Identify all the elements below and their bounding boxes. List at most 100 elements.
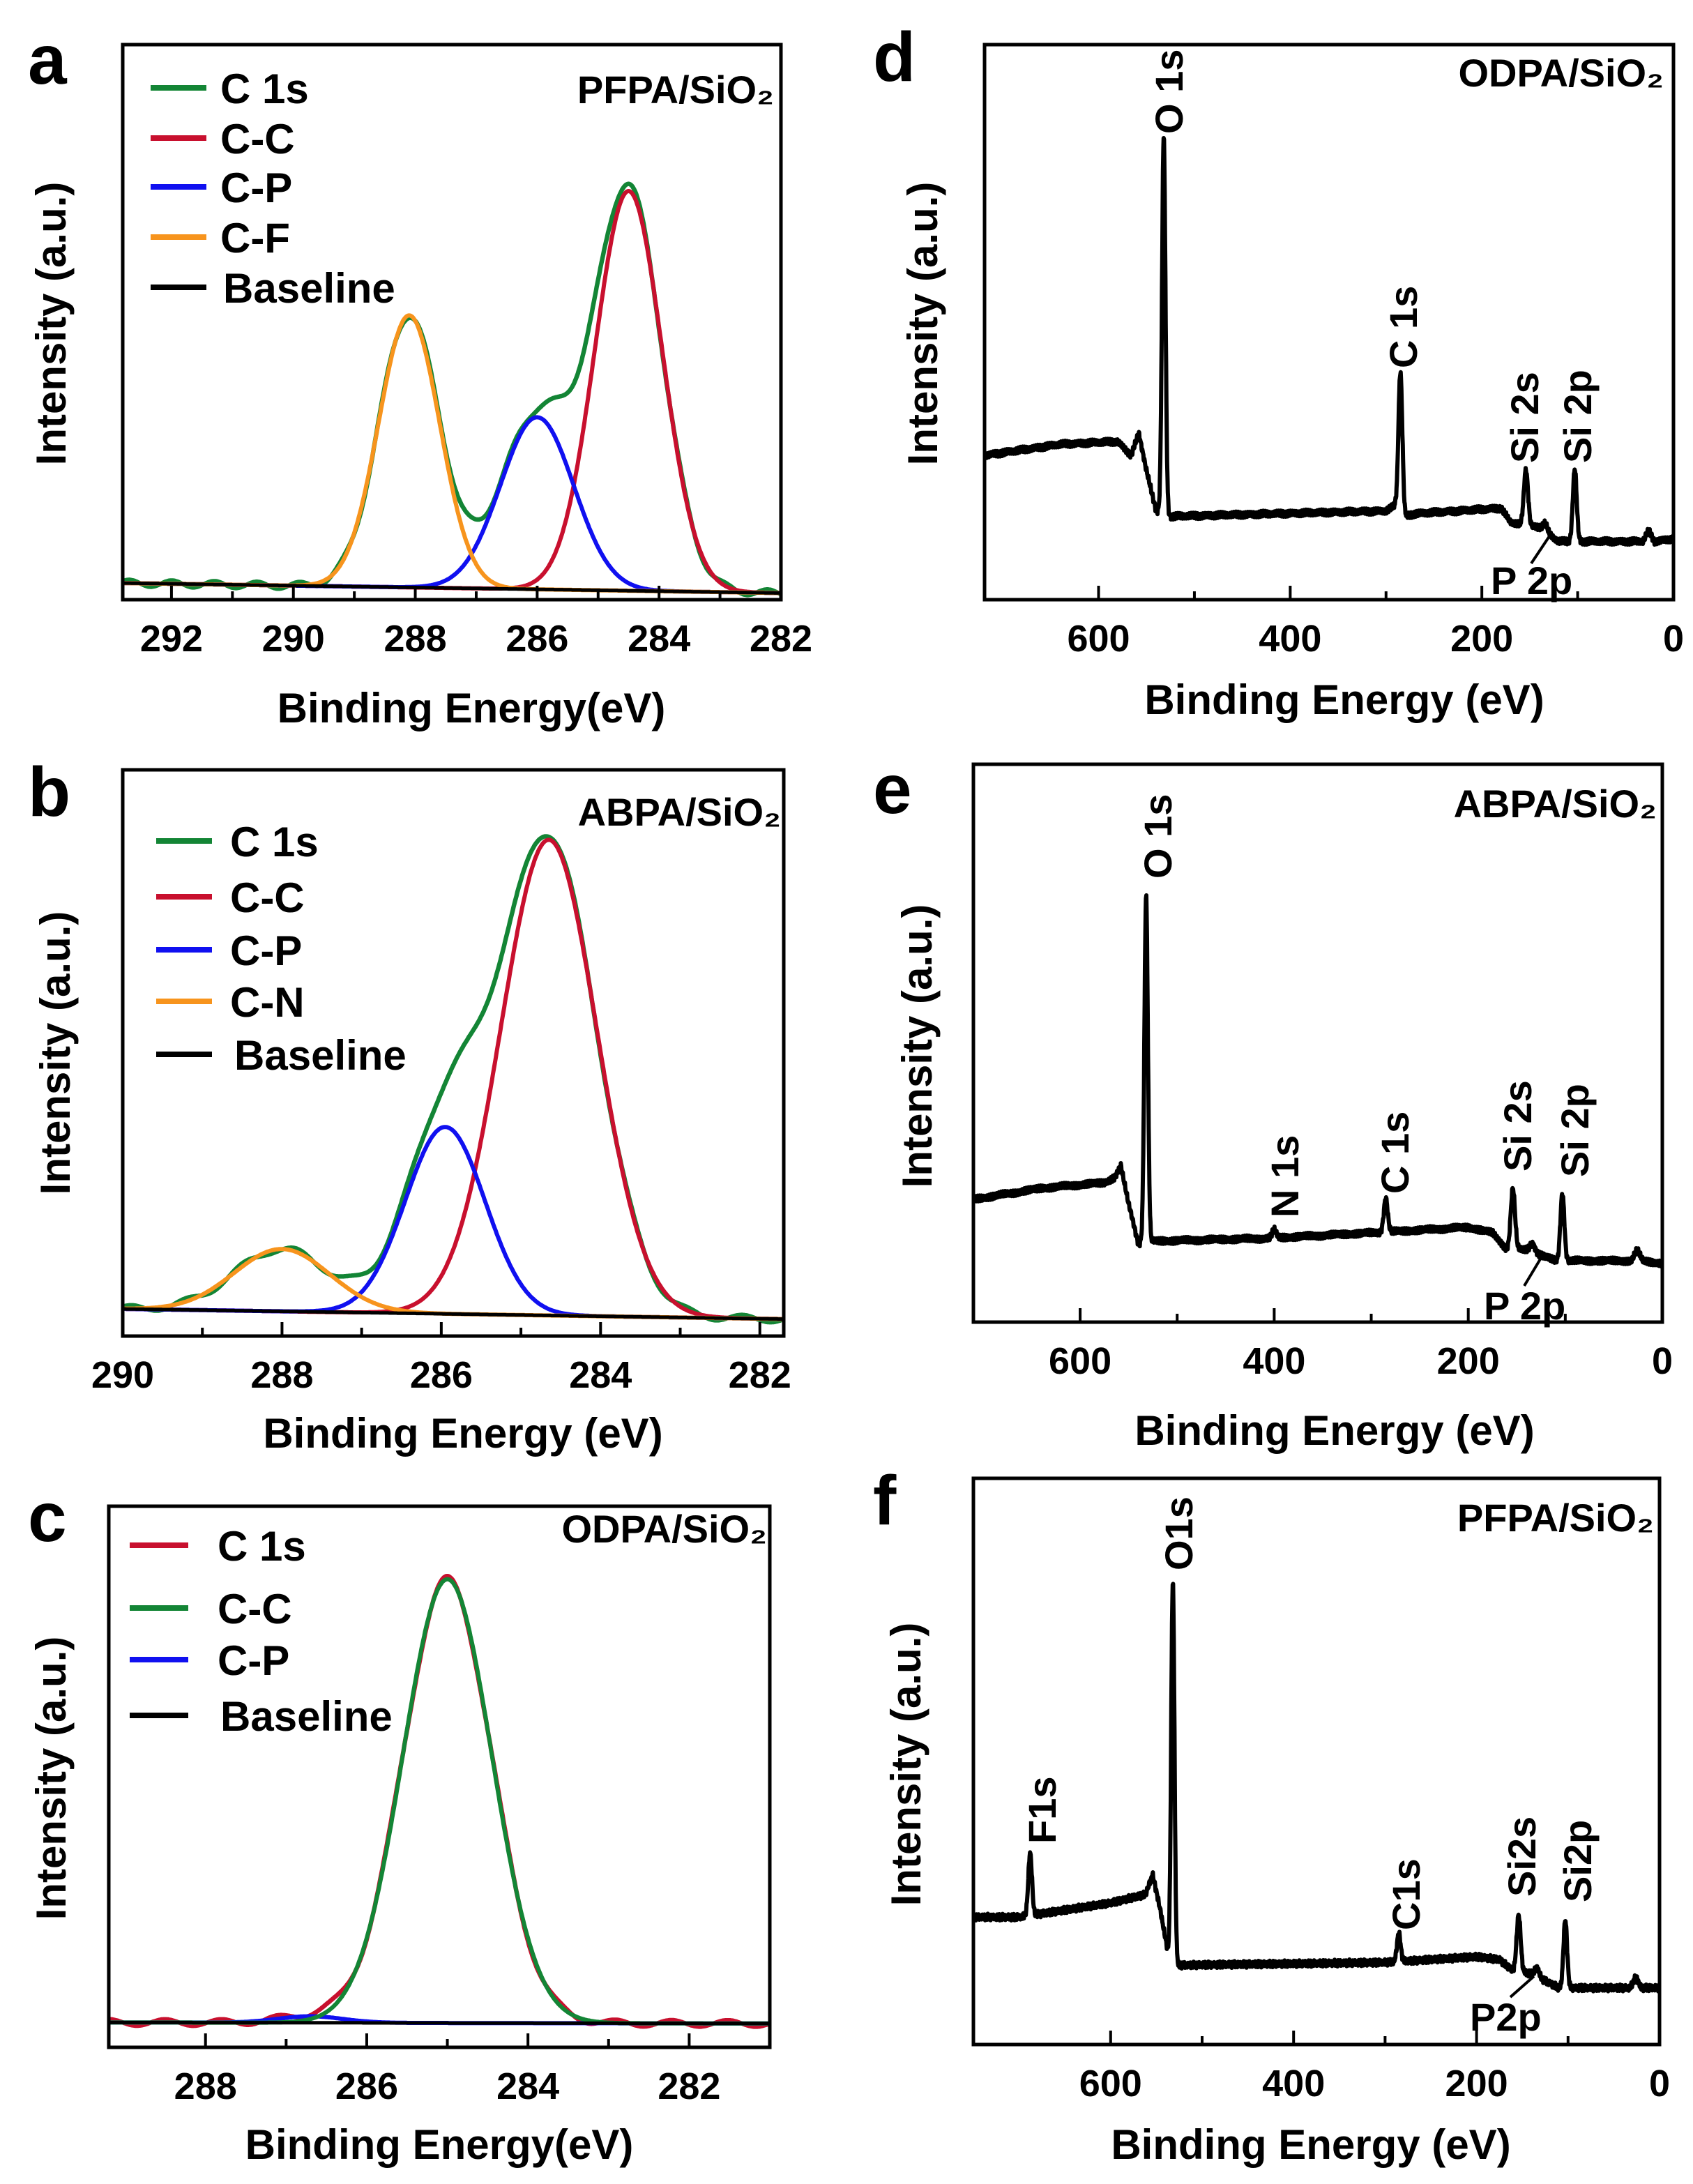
panel-f-xlabel: Binding Energy (eV) bbox=[1111, 2121, 1510, 2168]
panel-a-ylabel: Intensity (a.u.) bbox=[28, 182, 75, 466]
peak-label-c1s: C 1s bbox=[1381, 286, 1425, 368]
plot-frame bbox=[971, 1476, 1662, 2047]
panel-e-series bbox=[973, 893, 1662, 1268]
legend-label: C-P bbox=[218, 1637, 289, 1684]
peak-label-si2p: Si2p bbox=[1556, 1820, 1600, 1902]
panel-c-ylabel: Intensity (a.u.) bbox=[28, 1637, 75, 1920]
panel-d-ylabel: Intensity (a.u.) bbox=[899, 182, 946, 466]
panel-b-plot: 290 288 286 284 282 bbox=[91, 768, 791, 1396]
x-tick-label: 282 bbox=[729, 1354, 791, 1396]
legend-label: C-F bbox=[220, 215, 290, 261]
plot-frame bbox=[971, 762, 1664, 1324]
panel-f-peak-labels: F1s O1s C1s Si2s Si2p P2p bbox=[1020, 1496, 1600, 2039]
p2p-arrow bbox=[1523, 1257, 1542, 1287]
legend-label: C-C bbox=[230, 874, 305, 921]
panel-a-xlabel: Binding Energy(eV) bbox=[278, 685, 666, 731]
x-tick-label: 288 bbox=[250, 1354, 313, 1396]
panel-d-plot: 600 400 200 0 bbox=[982, 43, 1684, 660]
peak-label-o1s: O 1s bbox=[1136, 794, 1180, 879]
x-tick-label: 600 bbox=[1067, 618, 1130, 660]
x-tick-label: 0 bbox=[1649, 2063, 1670, 2105]
panel-f-title: PFPA/SiO₂ bbox=[1457, 1496, 1654, 1540]
panel-c-plot: 288 286 284 282 bbox=[107, 1504, 772, 2107]
panel-e-xlabel: Binding Energy (eV) bbox=[1134, 1407, 1534, 1454]
panel-d-title: ODPA/SiO₂ bbox=[1458, 51, 1664, 95]
p2p-arrow bbox=[1530, 533, 1552, 565]
series-c-1s bbox=[109, 1574, 770, 2029]
legend-label: Baseline bbox=[220, 1693, 393, 1740]
x-tick-label: 200 bbox=[1445, 2063, 1508, 2105]
panel-letter-e: e bbox=[873, 750, 912, 828]
peak-label-si2p: Si 2p bbox=[1556, 370, 1600, 463]
panel-c-legend: C 1s C-C C-P Baseline bbox=[130, 1523, 393, 1740]
x-tick-label: 600 bbox=[1049, 1340, 1111, 1382]
x-tick-label: 286 bbox=[506, 618, 568, 660]
x-tick-label: 282 bbox=[658, 2065, 720, 2107]
x-tick-label: 286 bbox=[410, 1354, 473, 1396]
x-tick-label: 200 bbox=[1437, 1340, 1500, 1382]
series-c-c bbox=[123, 837, 784, 1321]
survey-spectrum bbox=[973, 1582, 1660, 1994]
x-tick-label: 400 bbox=[1259, 618, 1321, 660]
panel-c-xlabel: Binding Energy(eV) bbox=[245, 2121, 634, 2168]
legend-label: Baseline bbox=[234, 1032, 407, 1079]
legend-label: C-N bbox=[230, 979, 305, 1026]
legend-label: C 1s bbox=[218, 1523, 306, 1570]
p2p-arrow bbox=[1509, 1975, 1535, 1999]
x-tick-label: 290 bbox=[262, 618, 325, 660]
legend-label: C-P bbox=[230, 927, 302, 974]
peak-label-c1s: C1s bbox=[1384, 1858, 1428, 1930]
panel-c-title: ODPA/SiO₂ bbox=[561, 1507, 767, 1551]
panel-c-series bbox=[109, 1574, 770, 2029]
panel-b-legend: C 1s C-C C-P C-N Baseline bbox=[156, 819, 407, 1079]
x-tick-label: 282 bbox=[750, 618, 812, 660]
panel-f-ylabel: Intensity (a.u.) bbox=[883, 1623, 929, 1906]
legend-label: C-C bbox=[220, 116, 295, 162]
series-c-c bbox=[109, 1577, 770, 2026]
plot-frame bbox=[121, 43, 783, 602]
legend-label: C 1s bbox=[230, 819, 319, 865]
peak-label-f1s: F1s bbox=[1020, 1777, 1064, 1844]
legend-label: Baseline bbox=[223, 265, 395, 312]
legend-label: C 1s bbox=[220, 66, 309, 112]
x-tick-label: 286 bbox=[335, 2065, 398, 2107]
panel-a-legend: C 1s C-C C-P C-F Baseline bbox=[151, 66, 395, 312]
peak-label-o1s: O 1s bbox=[1147, 50, 1191, 134]
legend-label: C-C bbox=[218, 1586, 292, 1632]
x-tick-label: 0 bbox=[1652, 1340, 1673, 1382]
panel-a-series bbox=[123, 181, 781, 598]
panel-d-xlabel: Binding Energy (eV) bbox=[1144, 676, 1544, 723]
x-tick-label: 284 bbox=[628, 618, 690, 660]
legend-label: C-P bbox=[220, 165, 292, 211]
x-tick-label: 288 bbox=[174, 2065, 237, 2107]
x-tick-label: 284 bbox=[569, 1354, 632, 1396]
panel-b-xlabel: Binding Energy (eV) bbox=[263, 1410, 662, 1457]
x-tick-label: 284 bbox=[496, 2065, 559, 2107]
x-tick-label: 290 bbox=[91, 1354, 154, 1396]
panel-letter-b: b bbox=[28, 753, 70, 831]
x-tick-label: 292 bbox=[140, 618, 203, 660]
panel-e-title: ABPA/SiO₂ bbox=[1454, 782, 1657, 826]
series-baseline bbox=[123, 581, 781, 595]
panel-a-plot: 292 290 288 286 284 282 bbox=[121, 43, 812, 660]
plot-frame bbox=[121, 768, 786, 1338]
x-tick-label: 288 bbox=[384, 618, 447, 660]
panel-e-ylabel: Intensity (a.u.) bbox=[894, 904, 941, 1188]
panel-letter-c: c bbox=[28, 1478, 67, 1556]
peak-label-c1s: C 1s bbox=[1373, 1112, 1417, 1194]
panel-letter-d: d bbox=[873, 18, 916, 96]
x-tick-label: 600 bbox=[1079, 2063, 1142, 2105]
x-tick-label: 200 bbox=[1450, 618, 1513, 660]
panel-letter-a: a bbox=[28, 21, 68, 99]
panel-f-plot: 600 400 200 0 bbox=[971, 1476, 1670, 2105]
peak-label-p2p: P 2p bbox=[1491, 559, 1572, 602]
peak-label-n1s: N 1s bbox=[1263, 1135, 1307, 1218]
peak-label-o1s: O1s bbox=[1157, 1496, 1201, 1570]
series-c-p bbox=[123, 1125, 784, 1321]
x-tick-label: 400 bbox=[1243, 1340, 1305, 1382]
peak-label-si2p: Si 2p bbox=[1553, 1084, 1597, 1177]
peak-label-si2s: Si 2s bbox=[1503, 372, 1547, 463]
peak-label-p2p: P2p bbox=[1470, 1995, 1542, 2039]
